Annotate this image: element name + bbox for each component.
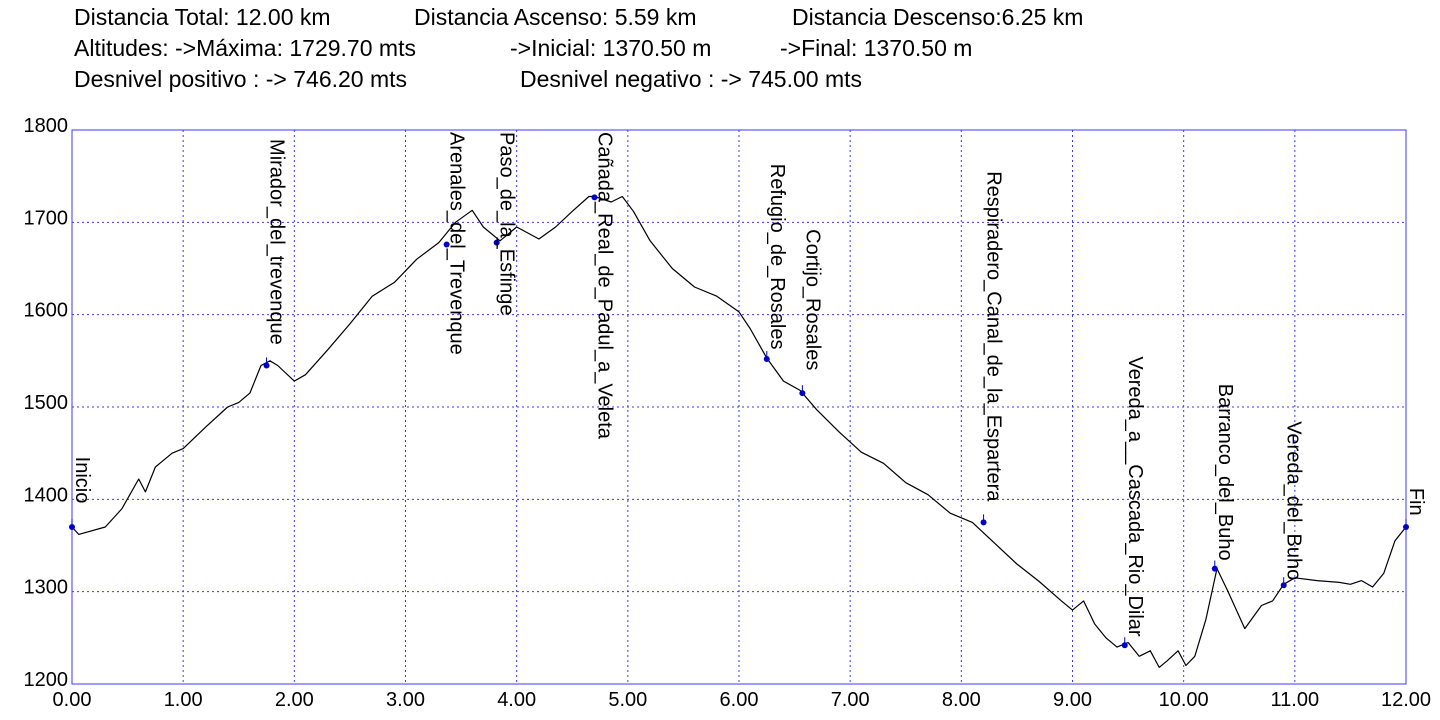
negative-gain: Desnivel negativo : -> 745.00 mts: [520, 66, 862, 92]
x-tick-label: 8.00: [942, 689, 981, 711]
waypoint-label: Vereda_del_Buho: [1283, 421, 1305, 580]
waypoint-marker: [1211, 565, 1218, 572]
y-tick-label: 1500: [24, 392, 69, 414]
waypoint-marker: [1280, 582, 1287, 589]
waypoint-label: Cortijo_Rosales: [801, 229, 823, 370]
x-tick-label: 0.00: [53, 689, 92, 711]
y-tick-label: 1700: [24, 207, 69, 229]
descent-distance: Distancia Descenso:6.25 km: [792, 4, 1084, 30]
y-tick-label: 1600: [24, 300, 69, 322]
waypoint-label: Refugio_de_Rosales: [766, 164, 788, 350]
waypoint-marker: [1121, 642, 1128, 649]
x-tick-label: 2.00: [275, 689, 314, 711]
max-altitude: Altitudes: ->Máxima: 1729.70 mts: [74, 35, 416, 61]
initial-altitude: ->Inicial: 1370.50 m: [510, 35, 712, 61]
waypoint-marker: [763, 355, 770, 362]
positive-gain: Desnivel positivo : -> 746.20 mts: [74, 66, 408, 92]
y-tick-label: 1800: [24, 115, 69, 137]
x-tick-label: 4.00: [497, 689, 536, 711]
x-tick-label: 1.00: [164, 689, 203, 711]
x-tick-label: 5.00: [608, 689, 647, 711]
y-tick-label: 1200: [24, 669, 69, 691]
waypoint-label: Barranco_del_Buho: [1214, 384, 1236, 561]
x-tick-label: 9.00: [1053, 689, 1092, 711]
waypoint-label: Respiradero_Canal_de_la_Espartera: [983, 171, 1005, 502]
x-tick-label: 7.00: [831, 689, 870, 711]
x-tick-label: 11.00: [1271, 689, 1320, 711]
waypoint-label: Cañada_Real_de_Padul_a_Veleta: [593, 132, 615, 440]
waypoint-label: Paso_de_la_Esfinge: [496, 132, 518, 315]
waypoint-marker: [591, 194, 598, 201]
total-distance: Distancia Total: 12.00 km: [74, 4, 331, 30]
waypoint-label: Vereda_a__Cascada_Rio_Dilar: [1124, 356, 1146, 637]
waypoint-marker: [980, 519, 987, 526]
waypoint-label: Mirador_del_trevenque: [266, 139, 288, 345]
waypoint-marker: [443, 241, 450, 248]
waypoint-marker: [1403, 524, 1409, 531]
x-tick-label: 6.00: [720, 689, 759, 711]
waypoint-marker: [799, 390, 806, 397]
y-tick-label: 1400: [24, 484, 69, 506]
waypoint-marker: [69, 524, 75, 531]
ascent-distance: Distancia Ascenso: 5.59 km: [414, 4, 697, 30]
waypoint-label: Arenales_del_Trevenque: [446, 132, 468, 355]
waypoint-label: Fin: [1405, 488, 1427, 516]
waypoint-label: Inicio: [71, 457, 93, 504]
waypoint-marker: [263, 362, 270, 369]
x-tick-label: 12.00: [1381, 689, 1431, 711]
x-tick-label: 3.00: [386, 689, 425, 711]
y-tick-label: 1300: [24, 577, 69, 599]
waypoint-marker: [493, 239, 500, 246]
plot-frame: [71, 129, 1407, 685]
x-tick-label: 10.00: [1159, 689, 1209, 711]
final-altitude: ->Final: 1370.50 m: [780, 35, 973, 61]
